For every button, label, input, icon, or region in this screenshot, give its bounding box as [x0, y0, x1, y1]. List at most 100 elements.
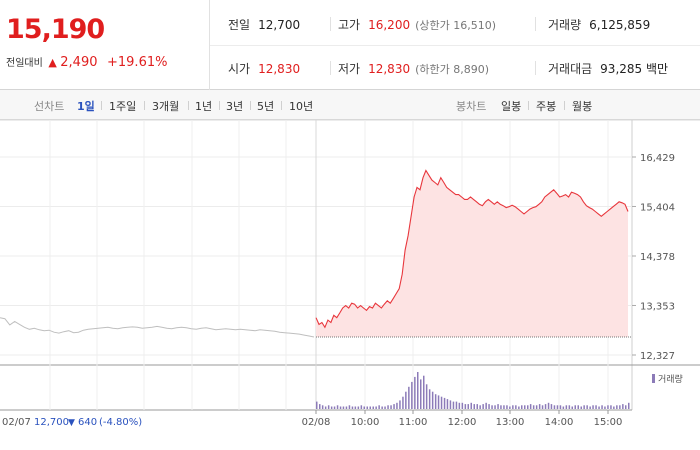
tab-1d[interactable]: 1일	[77, 100, 95, 113]
tab-separator	[101, 101, 102, 110]
tab-daily-candle[interactable]: 일봉	[501, 100, 522, 113]
volume-bar	[372, 406, 374, 409]
stat-separator	[535, 61, 536, 75]
volume-bar	[500, 405, 502, 409]
tab-separator	[564, 101, 565, 110]
volume-bar	[544, 404, 547, 409]
stat-prev-close: 전일 12,700	[228, 16, 300, 33]
volume-bar	[619, 405, 621, 409]
volume-bar	[375, 406, 377, 409]
volume-bar	[574, 405, 576, 409]
prev-day-line	[0, 317, 315, 338]
change-row: 전일대비 ▲ 2,490 +19.61%	[6, 54, 167, 70]
volume-bar	[440, 396, 443, 409]
volume-bar	[425, 384, 428, 409]
prev-day-series	[0, 317, 315, 338]
volume-bar	[592, 405, 594, 409]
tab-separator	[188, 101, 189, 110]
y-tick-label: 13,353	[640, 301, 675, 312]
x-axis: 02/08 10:00 11:00 12:00 13:00 14:00 15:00	[302, 410, 623, 428]
stat-value: 6,125,859	[589, 18, 651, 32]
volume-bar	[437, 395, 440, 409]
x-tick-label: 10:00	[351, 417, 380, 428]
volume-bar	[565, 405, 568, 409]
volume-bar	[613, 406, 615, 409]
volume-bar	[339, 406, 342, 409]
volume-bar	[381, 406, 383, 409]
volume-bar	[458, 402, 461, 409]
stat-label: 고가	[338, 18, 361, 32]
volume-legend-label: 거래량	[658, 373, 683, 385]
tab-separator	[144, 101, 145, 110]
prev-day-percent: (-4.80%)	[99, 417, 142, 428]
volume-bar	[384, 406, 386, 409]
change-value: 2,490	[60, 55, 98, 70]
volume-bar	[547, 402, 550, 409]
tab-separator	[250, 101, 251, 110]
tab-3m[interactable]: 3개월	[152, 100, 180, 113]
volume-bar	[402, 396, 404, 409]
volume-legend-swatch	[652, 374, 655, 383]
volume-bar	[541, 405, 544, 409]
volume-bar	[556, 405, 559, 409]
volume-bar	[515, 405, 517, 409]
volume-bar	[345, 406, 348, 409]
tab-separator	[219, 101, 220, 110]
stat-value: 12,700	[258, 18, 301, 32]
stat-label: 전일	[228, 18, 251, 32]
down-arrow-icon: ▼	[68, 418, 75, 428]
x-tick-label: 11:00	[399, 417, 428, 428]
y-tick-label: 14,378	[640, 252, 675, 263]
volume-bar	[568, 405, 571, 409]
volume-bar	[583, 405, 585, 409]
tab-monthly-candle[interactable]: 월봉	[572, 100, 593, 113]
x-tick-label: 14:00	[545, 417, 574, 428]
volume-bar	[411, 381, 413, 409]
volume-bar	[494, 405, 496, 409]
tab-10y[interactable]: 10년	[289, 100, 314, 113]
volume-bar	[562, 406, 565, 409]
prev-day-change: 640	[78, 417, 97, 428]
stat-volume: 거래량 6,125,859	[548, 16, 650, 33]
lower-limit: (하한가 8,890)	[415, 63, 490, 76]
intraday-chart: 16,429 15,404 14,378 13,353 12,327 02/08 10:0…	[0, 120, 700, 428]
volume-bar	[336, 405, 339, 409]
volume-bar	[491, 405, 493, 409]
volume-bar	[414, 376, 416, 409]
x-tick-label: 15:00	[594, 417, 623, 428]
volume-bar	[598, 406, 600, 409]
tab-3y[interactable]: 3년	[226, 100, 244, 113]
volume-bar	[509, 406, 511, 409]
volume-bar	[357, 406, 360, 409]
stat-separator	[330, 61, 331, 75]
volume-bar	[393, 404, 395, 409]
y-tick-label: 16,429	[640, 153, 675, 164]
prev-day-close: 12,700	[34, 417, 69, 428]
volume-bar	[616, 405, 618, 409]
volume-bar	[348, 405, 351, 409]
volume-bar	[488, 404, 490, 409]
tab-5y[interactable]: 5년	[257, 100, 275, 113]
volume-bar	[455, 401, 458, 409]
volume-bar	[470, 402, 472, 409]
tab-weekly-candle[interactable]: 주봉	[536, 100, 557, 113]
tab-1w[interactable]: 1주일	[109, 100, 137, 113]
volume-bar	[625, 405, 627, 409]
volume-bar	[431, 391, 434, 409]
volume-bar	[464, 404, 467, 409]
stat-separator	[535, 17, 536, 31]
volume-bar	[467, 404, 469, 409]
volume-bar	[443, 397, 446, 409]
quote-header: 15,190 전일대비 ▲ 2,490 +19.61% 전일 12,700 고가 1…	[0, 0, 700, 90]
y-tick-label: 15,404	[640, 202, 675, 213]
volume-bar	[607, 405, 609, 409]
stats-divider	[210, 45, 700, 46]
prev-day-date: 02/07	[2, 417, 31, 428]
volume-bar	[434, 394, 437, 409]
volume-bar	[595, 405, 597, 409]
volume-bar	[485, 402, 487, 409]
y-tick-label: 12,327	[640, 351, 675, 362]
stat-high: 고가 16,200 (상한가 16,510)	[338, 16, 496, 33]
volume-bar	[405, 391, 407, 409]
tab-1y[interactable]: 1년	[195, 100, 213, 113]
